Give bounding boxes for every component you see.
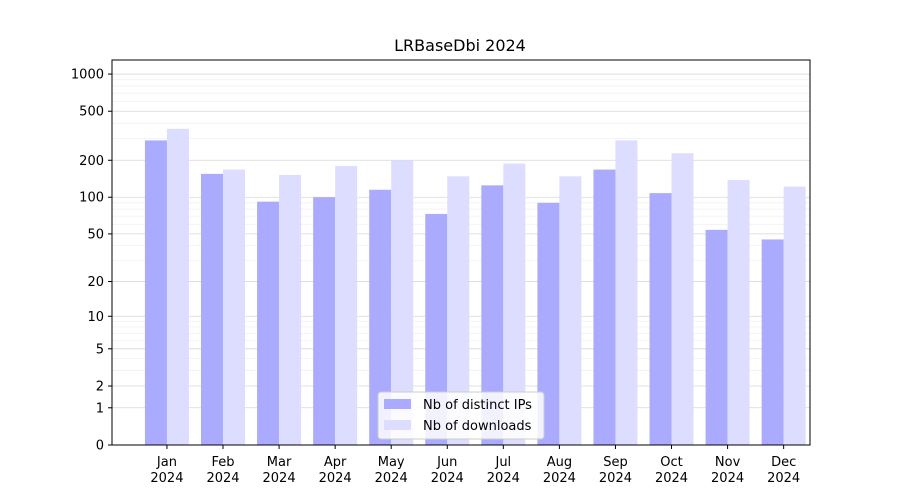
x-tick-label: Jun [436, 455, 457, 470]
bar-downloads-jan [166, 128, 189, 445]
x-tick-year: 2024 [263, 471, 296, 486]
bars-layer [144, 128, 806, 446]
bar-ips-jun [425, 213, 448, 445]
x-tick-year: 2024 [206, 471, 239, 486]
y-tick-label: 50 [87, 227, 104, 242]
bar-ips-nov [705, 229, 728, 445]
bar-ips-oct [649, 193, 672, 445]
x-tick-label: May [378, 455, 405, 470]
x-tick-label: Oct [660, 455, 682, 470]
x-tick-label: Nov [715, 455, 741, 470]
x-tick-label: Aug [547, 455, 572, 470]
bar-downloads-nov [727, 180, 750, 445]
x-tick-label: Apr [324, 455, 347, 470]
bar-ips-mar [257, 201, 280, 445]
x-tick-year: 2024 [150, 471, 183, 486]
bar-downloads-jul [503, 163, 526, 445]
bar-downloads-apr [335, 165, 358, 446]
bar-downloads-may [391, 160, 414, 445]
y-tick-label: 500 [79, 105, 104, 120]
y-tick-label: 1 [96, 401, 104, 416]
bar-downloads-dec [783, 186, 806, 445]
y-tick-label: 200 [79, 154, 104, 169]
bar-ips-feb [201, 173, 224, 445]
y-tick-label: 5 [96, 342, 104, 357]
x-tick-label: Sep [603, 455, 628, 470]
y-tick-label: 2 [96, 380, 104, 395]
bar-downloads-sep [615, 140, 638, 445]
bar-downloads-aug [559, 176, 582, 445]
legend: Nb of distinct IPs Nb of downloads [377, 391, 545, 440]
x-tick-year: 2024 [711, 471, 744, 486]
x-tick-year: 2024 [543, 471, 576, 486]
x-tick-label: Mar [267, 455, 292, 470]
plot-frame [111, 59, 811, 446]
x-tick-label: Dec [771, 455, 796, 470]
legend-swatch [384, 420, 411, 430]
chart-title: LRBaseDbi 2024 [394, 36, 526, 55]
y-axis: 0 1 2 5 10 20 50 100 200 500 1000 [71, 68, 112, 454]
y-tick-label: 20 [87, 275, 104, 290]
x-tick-year: 2024 [319, 471, 352, 486]
bar-ips-sep [593, 169, 616, 445]
legend-label: Nb of distinct IPs [423, 398, 532, 413]
legend-label: Nb of downloads [423, 419, 532, 434]
x-tick-year: 2024 [431, 471, 464, 486]
x-tick-label: Jul [494, 455, 511, 470]
bar-ips-aug [537, 202, 560, 445]
bar-downloads-mar [279, 174, 302, 445]
y-tick-label: 10 [87, 310, 104, 325]
x-tick-label: Feb [211, 455, 234, 470]
y-tick-label: 1000 [71, 68, 104, 83]
y-tick-label: 0 [96, 439, 104, 454]
x-tick-year: 2024 [487, 471, 520, 486]
x-tick-year: 2024 [767, 471, 800, 486]
legend-box [377, 391, 545, 440]
x-axis: Jan2024Feb2024Mar2024Apr2024May2024Jun20… [150, 445, 800, 486]
x-tick-year: 2024 [599, 471, 632, 486]
bar-downloads-oct [671, 153, 694, 445]
bar-ips-jul [481, 185, 504, 446]
bar-ips-dec [761, 239, 784, 445]
x-tick-label: Jan [156, 455, 177, 470]
bar-downloads-jun [447, 176, 470, 445]
bar-ips-may [369, 189, 392, 445]
x-tick-year: 2024 [375, 471, 408, 486]
bar-ips-apr [313, 197, 336, 445]
bar-ips-jan [144, 140, 167, 445]
legend-swatch [384, 399, 411, 409]
y-tick-label: 100 [79, 191, 104, 206]
bar-downloads-feb [223, 169, 246, 445]
x-tick-year: 2024 [655, 471, 688, 486]
